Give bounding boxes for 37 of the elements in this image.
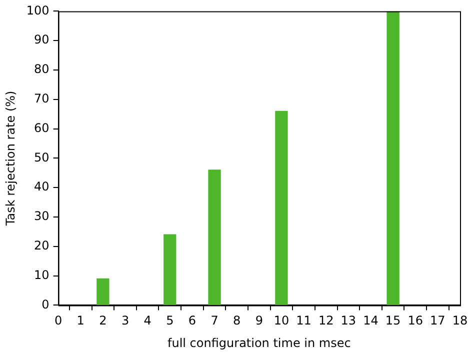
y-tick-label: 0 [42, 297, 50, 312]
y-axis-title: Task rejection rate (%) [3, 90, 18, 227]
y-tick-label: 80 [34, 62, 50, 76]
x-tick-label: 9 [255, 314, 263, 328]
x-tick-label: 5 [166, 314, 174, 328]
x-tick-label: 12 [318, 314, 334, 328]
x-tick-label: 1 [76, 314, 84, 328]
x-tick-label: 16 [408, 314, 424, 328]
x-tick-label: 4 [144, 314, 152, 328]
x-tick-label: 8 [233, 314, 241, 328]
bar [275, 110, 288, 306]
bar [386, 11, 400, 306]
y-tick-label: 50 [34, 150, 50, 164]
x-tick-label: 6 [188, 314, 196, 328]
x-tick-label: 14 [363, 314, 378, 328]
x-tick-label: 10 [274, 314, 290, 328]
y-tick-label: 10 [34, 268, 50, 282]
x-tick-label: 7 [210, 314, 218, 328]
x-tick-label: 3 [121, 314, 130, 328]
bar [208, 170, 221, 306]
x-tick-label: 2 [99, 314, 107, 328]
x-tick-label: 18 [452, 314, 468, 328]
y-tick-label: 100 [26, 3, 50, 18]
x-tick-label: 11 [296, 314, 312, 328]
x-tick-label: 17 [430, 314, 446, 328]
bar [96, 278, 110, 306]
y-tick-label: 90 [34, 32, 50, 47]
y-tick-label: 70 [34, 92, 50, 106]
y-tick-label: 40 [34, 180, 50, 194]
y-tick-label: 60 [34, 120, 50, 135]
y-tick-label: 20 [34, 238, 50, 253]
x-tick-label: 0 [54, 314, 62, 328]
x-tick-label: 13 [340, 314, 356, 328]
x-axis-title: full configuration time in msec [167, 336, 351, 350]
y-tick-label: 30 [34, 209, 50, 224]
bar [164, 234, 176, 306]
x-tick-label: 15 [385, 314, 401, 328]
